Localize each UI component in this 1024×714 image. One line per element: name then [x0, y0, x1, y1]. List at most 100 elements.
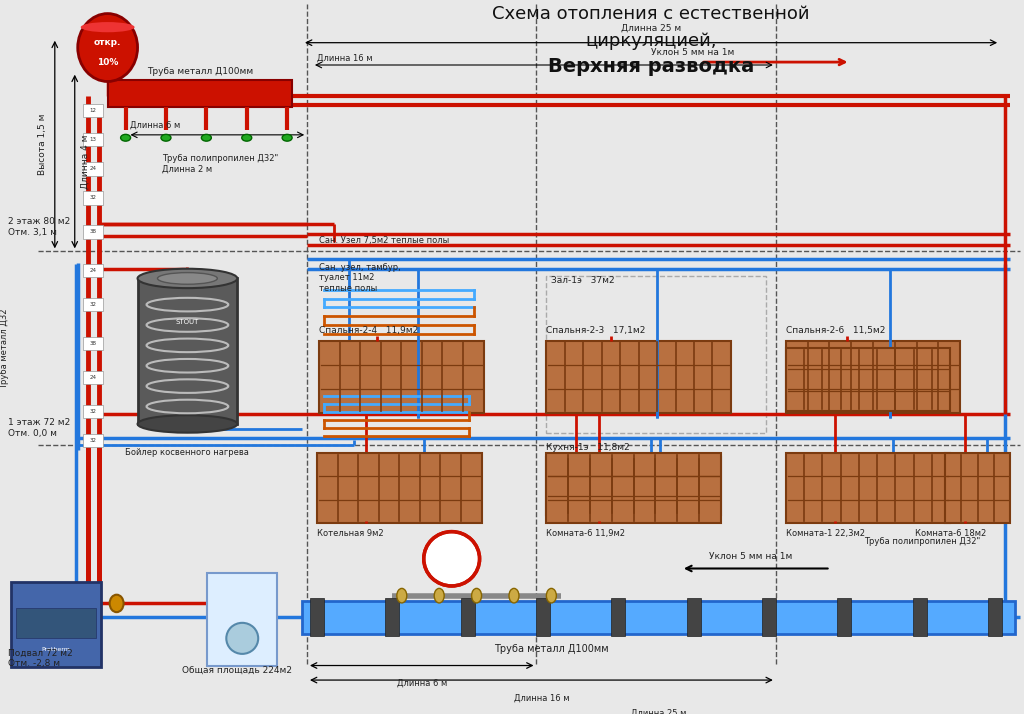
Text: 24: 24 — [89, 268, 96, 273]
Text: Высота 1,5 м: Высота 1,5 м — [38, 114, 47, 176]
Text: Труба металл Д32: Труба металл Д32 — [0, 308, 9, 388]
Text: Верхняя разводка: Верхняя разводка — [548, 57, 755, 76]
Ellipse shape — [509, 588, 519, 603]
Bar — [785, 453, 950, 523]
Ellipse shape — [472, 588, 481, 603]
Text: 32: 32 — [89, 409, 96, 414]
Ellipse shape — [202, 134, 211, 141]
Text: 2 этаж 80 м2
Отм. 3,1 м: 2 этаж 80 м2 Отм. 3,1 м — [8, 217, 71, 237]
Text: Труба полипропилен Д32"
Длинна 2 м: Труба полипропилен Д32" Длинна 2 м — [163, 154, 279, 174]
Bar — [319, 341, 483, 413]
Text: 24: 24 — [89, 166, 96, 171]
Ellipse shape — [226, 623, 258, 654]
Bar — [988, 598, 1002, 636]
Text: откр.: откр. — [94, 38, 121, 47]
Text: Труба металл Д100мм: Труба металл Д100мм — [146, 66, 253, 76]
Circle shape — [424, 532, 479, 586]
Text: циркуляцией,: циркуляцией, — [586, 31, 717, 50]
Bar — [912, 598, 927, 636]
Text: 10%: 10% — [97, 58, 119, 66]
Bar — [83, 336, 102, 351]
Text: 32: 32 — [89, 196, 96, 201]
Text: Труба полипропилен Д32": Труба полипропилен Д32" — [864, 537, 980, 546]
Text: Длинна 16 м: Длинна 16 м — [317, 53, 373, 62]
Ellipse shape — [158, 273, 217, 284]
Bar — [537, 598, 550, 636]
Text: Спальня-2-3   17,1м2: Спальня-2-3 17,1м2 — [547, 326, 646, 335]
Text: Кухня-1э   11,8м2: Кухня-1э 11,8м2 — [547, 443, 630, 452]
Ellipse shape — [547, 588, 556, 603]
Text: 1 этаж 72 м2
Отм. 0,0 м: 1 этаж 72 м2 Отм. 0,0 м — [8, 418, 71, 438]
Text: Длинна 6 м: Длинна 6 м — [130, 121, 180, 130]
Bar — [687, 598, 700, 636]
Ellipse shape — [81, 22, 134, 32]
Text: Уклон 5 мм на 1м: Уклон 5 мм на 1м — [709, 552, 793, 560]
Text: Длинна 25 м: Длинна 25 м — [621, 24, 681, 33]
Ellipse shape — [137, 416, 238, 433]
Ellipse shape — [242, 134, 252, 141]
Text: Спальня-2-4   11,9м2: Спальня-2-4 11,9м2 — [319, 326, 418, 335]
Bar — [838, 598, 851, 636]
Ellipse shape — [434, 588, 444, 603]
Text: Сан. Узел 7,5м2 теплые полы: Сан. Узел 7,5м2 теплые полы — [319, 236, 450, 246]
Text: 32: 32 — [89, 302, 96, 307]
Text: Длинна 25 м: Длинна 25 м — [631, 708, 686, 714]
Ellipse shape — [78, 14, 137, 81]
Text: Уклон 5 мм на 1м: Уклон 5 мм на 1м — [651, 49, 734, 57]
Bar — [385, 598, 399, 636]
Bar — [11, 582, 100, 668]
Text: Protherm: Protherm — [41, 648, 71, 653]
Ellipse shape — [110, 595, 124, 612]
Text: Зал-1э   37м2: Зал-1э 37м2 — [551, 276, 615, 284]
Text: 32: 32 — [89, 438, 96, 443]
Bar — [83, 162, 102, 176]
Bar — [461, 598, 475, 636]
Bar — [762, 598, 776, 636]
Bar — [83, 133, 102, 146]
Text: 13: 13 — [89, 137, 96, 142]
Text: Длинна 4 м: Длинна 4 м — [81, 134, 90, 188]
Bar — [547, 453, 721, 523]
Bar — [83, 371, 102, 384]
Text: 38: 38 — [89, 229, 96, 234]
Bar — [83, 104, 102, 117]
Bar — [611, 598, 626, 636]
Bar — [16, 608, 95, 638]
Text: Комната-6 11,9м2: Комната-6 11,9м2 — [547, 529, 626, 538]
Text: Сан. узел, тамбур,
туалет 11м2
теплые полы: Сан. узел, тамбур, туалет 11м2 теплые по… — [319, 263, 400, 293]
Bar — [83, 433, 102, 447]
Bar — [547, 341, 731, 413]
Bar — [547, 457, 721, 515]
Text: Подвал 72 м2
Отм. -2,8 м: Подвал 72 м2 Отм. -2,8 м — [8, 649, 73, 668]
Bar — [137, 278, 238, 424]
Bar — [83, 191, 102, 205]
Bar — [83, 298, 102, 311]
Text: 38: 38 — [89, 341, 96, 346]
Text: STOUT: STOUT — [176, 319, 199, 325]
Text: Длинна 6 м: Длинна 6 м — [396, 679, 446, 688]
Text: Схема отопления с естественной: Схема отопления с естественной — [493, 4, 810, 23]
Text: Общая площадь 224м2: Общая площадь 224м2 — [182, 666, 293, 675]
Ellipse shape — [137, 268, 238, 288]
Bar — [785, 348, 950, 411]
Text: Комната-6 18м2: Комната-6 18м2 — [915, 529, 986, 538]
Text: 24: 24 — [89, 375, 96, 380]
Text: Длинна 16 м: Длинна 16 м — [514, 693, 569, 703]
Bar — [547, 276, 766, 433]
Text: Комната-1 22,3м2: Комната-1 22,3м2 — [785, 529, 864, 538]
Text: Труба металл Д100мм: Труба металл Д100мм — [494, 644, 608, 654]
Text: Бойлер косвенного нагрева: Бойлер косвенного нагрева — [126, 448, 250, 457]
Bar — [108, 79, 292, 106]
Bar — [317, 453, 481, 523]
Ellipse shape — [283, 134, 292, 141]
Ellipse shape — [121, 134, 131, 141]
Bar — [207, 573, 278, 665]
Bar — [83, 405, 102, 418]
Bar — [785, 341, 961, 413]
Text: Котельная 9м2: Котельная 9м2 — [317, 529, 384, 538]
Ellipse shape — [397, 588, 407, 603]
Bar — [83, 264, 102, 278]
Bar — [310, 598, 324, 636]
Bar — [83, 225, 102, 238]
Text: Спальня-2-6   11,5м2: Спальня-2-6 11,5м2 — [785, 326, 885, 335]
